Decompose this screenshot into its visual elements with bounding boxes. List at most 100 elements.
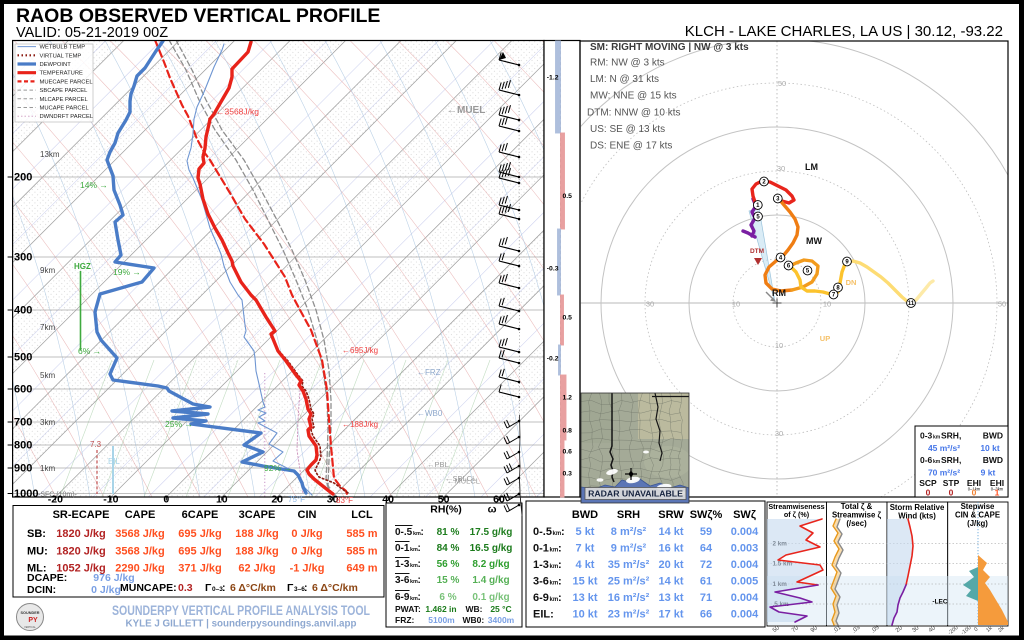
svg-text:61: 61 — [700, 576, 712, 588]
svg-text:11: 11 — [908, 301, 915, 307]
svg-text:←SBLCL: ←SBLCL — [445, 474, 476, 483]
svg-text:1.4 g/kg: 1.4 g/kg — [472, 575, 509, 586]
svg-text:of ζ (%): of ζ (%) — [784, 510, 810, 519]
svg-text:Streamwiseness: Streamwiseness — [768, 502, 824, 511]
svg-text:19% →: 19% → — [113, 267, 141, 277]
svg-text:0–1km: 0–1km — [968, 487, 981, 492]
svg-text:5km: 5km — [40, 371, 55, 380]
svg-text:km: km — [410, 596, 418, 602]
svg-text:72: 72 — [700, 559, 712, 571]
svg-text:200: 200 — [14, 172, 32, 184]
svg-text:14% →: 14% → — [80, 180, 108, 190]
svg-text:CIN & CAPE: CIN & CAPE — [955, 511, 1000, 520]
svg-text:0: 0 — [972, 487, 977, 497]
svg-text:50: 50 — [778, 79, 786, 88]
svg-text:5: 5 — [806, 269, 810, 275]
svg-text:STP: STP — [943, 478, 960, 488]
svg-text:0 J/kg: 0 J/kg — [291, 546, 322, 558]
svg-text:15 kt: 15 kt — [572, 576, 597, 588]
svg-text:10 kt: 10 kt — [572, 609, 597, 621]
svg-text:5 kt: 5 kt — [576, 526, 595, 538]
svg-text:LM: LM — [805, 162, 818, 172]
svg-text:←PBL: ←PBL — [427, 460, 449, 469]
svg-text:0.005: 0.005 — [731, 576, 759, 588]
svg-text:9km: 9km — [40, 266, 55, 275]
svg-text:92% →: 92% → — [264, 463, 292, 473]
svg-text:14 kt: 14 kt — [658, 576, 683, 588]
svg-text:7: 7 — [832, 293, 836, 299]
svg-text:75°F: 75°F — [288, 495, 305, 504]
svg-text:3–6: 3–6 — [294, 586, 305, 593]
svg-text:km: km — [410, 579, 418, 585]
svg-text:2k: 2k — [997, 625, 1005, 633]
svg-text:13 kt: 13 kt — [572, 592, 597, 604]
svg-text:35 m²/s²: 35 m²/s² — [608, 559, 650, 571]
svg-text:0.5: 0.5 — [563, 315, 573, 322]
svg-text:CAPE: CAPE — [125, 509, 156, 521]
svg-text:64: 64 — [700, 543, 713, 555]
svg-text:0.004: 0.004 — [731, 526, 759, 538]
svg-text:Total ζ &: Total ζ & — [841, 502, 873, 511]
svg-text:SWζ: SWζ — [733, 509, 756, 521]
svg-text:US: SE @ 13 kts: US: SE @ 13 kts — [590, 124, 665, 135]
svg-text:SOUNDERPY VERTICAL PROFILE ANA: SOUNDERPY VERTICAL PROFILE ANALYSIS TOOL — [112, 603, 370, 618]
svg-text:Streamwise ζ: Streamwise ζ — [832, 511, 882, 520]
svg-text:1000: 1000 — [14, 488, 38, 500]
svg-text:-SFC (10m)-: -SFC (10m)- — [38, 492, 78, 499]
svg-text:695 J/kg: 695 J/kg — [178, 528, 221, 540]
svg-text:LCL: LCL — [351, 509, 373, 521]
svg-text:←MUEL: ←MUEL — [447, 105, 485, 116]
svg-text:CIN: CIN — [298, 509, 317, 521]
svg-text:.05: .05 — [870, 624, 881, 634]
svg-text:20: 20 — [895, 625, 904, 634]
svg-text:25 °C: 25 °C — [490, 604, 511, 614]
svg-text:1052 J/kg: 1052 J/kg — [56, 563, 106, 575]
svg-text:10: 10 — [732, 300, 740, 309]
svg-text:16.5 g/kg: 16.5 g/kg — [470, 543, 513, 554]
svg-text:km: km — [933, 435, 941, 441]
svg-text:DS: ENE @ 17 kts: DS: ENE @ 17 kts — [590, 141, 672, 152]
svg-text:EHI: EHI — [990, 478, 1004, 488]
svg-text::: : — [418, 559, 421, 570]
svg-text:km: km — [550, 564, 559, 570]
svg-text:DCAPE:: DCAPE: — [27, 572, 67, 584]
svg-text:1.462 in: 1.462 in — [425, 604, 456, 614]
svg-text:3-6: 3-6 — [533, 576, 549, 588]
svg-text:DTM: DTM — [750, 248, 764, 255]
svg-text:0-1: 0-1 — [533, 543, 549, 555]
svg-text:6-9: 6-9 — [533, 592, 549, 604]
svg-text:SRH: SRH — [617, 509, 640, 521]
svg-text:ω: ω — [488, 504, 497, 516]
svg-text:1820 J/kg: 1820 J/kg — [56, 546, 106, 558]
svg-text:6: 6 — [787, 264, 791, 270]
svg-text:50: 50 — [998, 300, 1006, 309]
svg-text:3400m: 3400m — [488, 615, 515, 625]
svg-text:6% →: 6% → — [78, 346, 101, 356]
svg-text:5100m: 5100m — [428, 615, 455, 625]
svg-text:0: 0 — [973, 626, 979, 633]
svg-text:50: 50 — [772, 625, 781, 634]
svg-text:0-6: 0-6 — [920, 455, 933, 465]
svg-text:25 m²/s²: 25 m²/s² — [608, 576, 650, 588]
svg-text::: : — [418, 575, 421, 586]
svg-text:RADAR UNAVAILABLE: RADAR UNAVAILABLE — [588, 489, 683, 499]
svg-text:Storm Relative: Storm Relative — [890, 503, 945, 512]
svg-text:0 J/kg: 0 J/kg — [91, 584, 121, 596]
svg-text:←695J/kg: ←695J/kg — [342, 346, 378, 355]
svg-text:-1 J/kg: -1 J/kg — [290, 563, 325, 575]
svg-text:Γ: Γ — [205, 582, 212, 594]
svg-text:ML:: ML: — [27, 563, 47, 575]
svg-text:3CAPE: 3CAPE — [239, 509, 276, 521]
svg-text:13km: 13km — [40, 150, 60, 159]
svg-text:SOUNDER: SOUNDER — [21, 611, 40, 615]
svg-text:585 m: 585 m — [346, 546, 377, 558]
svg-text:300: 300 — [14, 252, 32, 264]
svg-text:DN: DN — [846, 278, 857, 287]
svg-text:900: 900 — [14, 463, 32, 475]
svg-text:km: km — [550, 597, 559, 603]
svg-text:66: 66 — [700, 609, 712, 621]
svg-text:0 J/kg: 0 J/kg — [291, 528, 322, 540]
svg-text:5: 5 — [756, 215, 760, 221]
svg-text:KYLE J GILLETT | sounderpysoun: KYLE J GILLETT | sounderpysoundings.anvi… — [126, 619, 357, 630]
svg-text::: : — [558, 543, 562, 555]
